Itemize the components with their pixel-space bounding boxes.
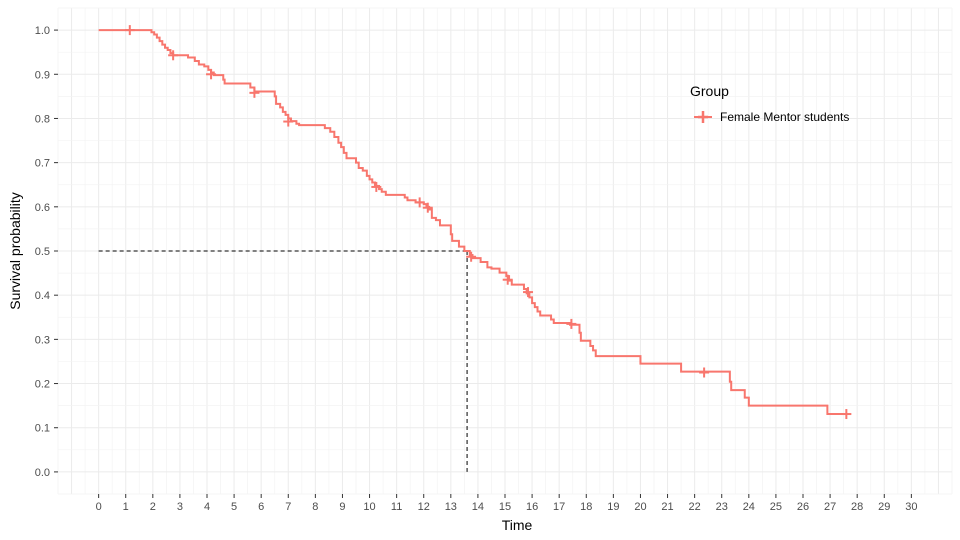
censor-mark	[566, 318, 577, 329]
y-tick-label: 0.7	[35, 158, 50, 170]
y-tick-label: 0.5	[35, 246, 50, 258]
x-tick-label: 1	[123, 501, 129, 513]
x-tick-label: 12	[418, 501, 430, 513]
legend-title: Group	[690, 83, 729, 99]
legend-key-female-mentor	[694, 111, 712, 123]
censor-mark	[371, 181, 382, 192]
censor-mark	[523, 287, 534, 298]
x-tick-label: 25	[770, 501, 782, 513]
censor-mark	[249, 87, 260, 98]
x-tick-label: 9	[339, 501, 345, 513]
x-tick-label: 7	[285, 501, 291, 513]
censor-mark	[502, 274, 513, 285]
x-tick-label: 26	[797, 501, 809, 513]
y-tick-label: 0.6	[35, 202, 50, 214]
x-tick-label: 3	[177, 501, 183, 513]
legend-label-female-mentor: Female Mentor students	[720, 110, 849, 124]
y-tick-label: 1.0	[35, 25, 50, 37]
x-tick-label: 10	[363, 501, 375, 513]
censor-mark	[422, 202, 433, 213]
y-tick-label: 0.4	[35, 290, 50, 302]
median-lines	[98, 250, 468, 472]
y-tick-label: 0.8	[35, 113, 50, 125]
x-tick-label: 17	[553, 501, 565, 513]
x-tick-label: 21	[661, 501, 673, 513]
censor-mark	[841, 409, 852, 420]
x-tick-label: 2	[150, 501, 156, 513]
x-tick-label: 18	[580, 501, 592, 513]
censor-mark	[699, 367, 710, 378]
x-tick-label: 15	[499, 501, 511, 513]
x-tick-label: 4	[204, 501, 210, 513]
censor-mark	[283, 116, 294, 127]
x-tick-label: 23	[716, 501, 728, 513]
legend: Group Female Mentor students	[690, 83, 849, 124]
y-tick-label: 0.1	[35, 423, 50, 435]
x-tick-label: 11	[391, 501, 402, 513]
x-tick-label: 20	[634, 501, 646, 513]
x-tick-label: 13	[445, 501, 457, 513]
survival-curve	[98, 29, 844, 416]
x-tick-label: 19	[607, 501, 619, 513]
censor-mark	[168, 50, 179, 61]
x-tick-label: 22	[689, 501, 701, 513]
x-tick-label: 8	[312, 501, 318, 513]
x-tick-label: 27	[824, 501, 836, 513]
censor-mark	[124, 25, 135, 36]
x-tick-label: 16	[526, 501, 538, 513]
x-tick-label: 0	[96, 501, 102, 513]
censor-mark	[206, 69, 217, 80]
x-tick-label: 28	[851, 501, 863, 513]
y-tick-label: 0.0	[35, 467, 50, 479]
x-tick-label: 29	[878, 501, 890, 513]
x-tick-label: 6	[258, 501, 264, 513]
x-tick-label: 30	[905, 501, 917, 513]
series-layer	[98, 25, 852, 420]
x-tick-label: 5	[231, 501, 237, 513]
y-tick-label: 0.2	[35, 379, 50, 391]
y-tick-label: 0.3	[35, 334, 50, 346]
censor-mark	[466, 251, 477, 262]
y-axis-title: Survival probability	[7, 192, 23, 310]
x-tick-label: 14	[472, 501, 484, 513]
x-tick-label: 24	[743, 501, 755, 513]
x-axis-title: Time	[502, 517, 533, 533]
y-tick-label: 0.9	[35, 69, 50, 81]
axes: 0 1 2 3 4 5 6 7 8 9 10 11 12 13 14 15 16 17 18 19 20 21 22 23 24…	[35, 25, 918, 513]
censor-mark	[414, 197, 425, 208]
